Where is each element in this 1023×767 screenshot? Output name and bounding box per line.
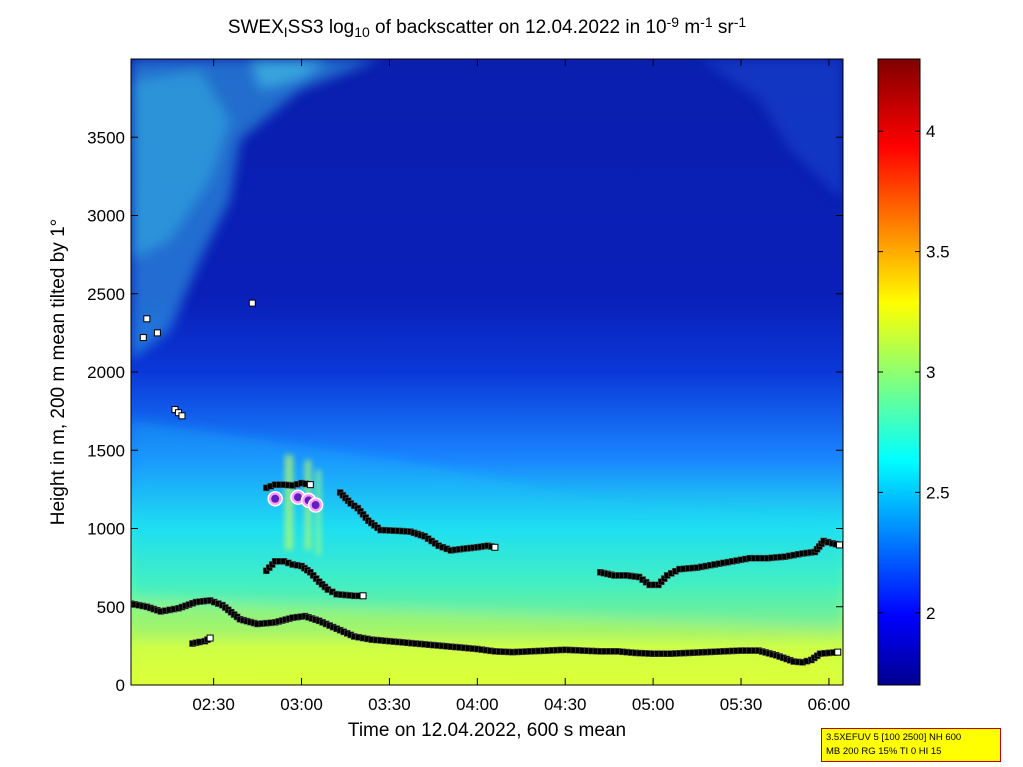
isolated-marker — [153, 329, 161, 337]
colorbar-ramp — [877, 58, 921, 686]
y-tick-label: 1000 — [87, 520, 125, 539]
x-tick-label: 02:30 — [192, 695, 235, 714]
isolated-marker — [143, 315, 151, 323]
title-part-e-sup: -1 — [734, 14, 747, 30]
colorbar: 2 2.5 3 3.5 4 — [877, 58, 950, 686]
layer-end-point — [835, 541, 843, 549]
layer-lower — [131, 597, 842, 666]
isolated-marker — [178, 412, 186, 420]
parameter-line-2: MB 200 RG 15% TI 0 HI 15 — [826, 746, 942, 757]
layer-end-point — [306, 481, 314, 489]
layer-end-point — [491, 543, 499, 551]
title-part-e: sr — [713, 17, 735, 38]
y-axis-label: Height in m, 200 m mean tilted by 1° — [48, 219, 69, 525]
x-tick-label: 03:00 — [280, 695, 323, 714]
x-tick-label: 05:00 — [632, 695, 675, 714]
x-tick-label: 05:30 — [720, 695, 763, 714]
y-axis: 0 500 1000 1500 2000 2500 3000 3500 — [87, 128, 843, 695]
layer-cloud-top — [263, 479, 314, 492]
colorbar-tick-label: 3 — [926, 363, 935, 382]
title-part-a: SWEX — [228, 17, 284, 38]
colorbar-tick-label: 2.5 — [926, 483, 950, 502]
title-part-b-sub: 10 — [354, 24, 370, 40]
y-tick-label: 0 — [116, 676, 125, 695]
parameter-info-box: 3.5XEFUV 5 [100 2500] NH 600 MB 200 RG 1… — [821, 728, 1001, 762]
isolated-marker — [139, 334, 147, 342]
layer-end-point — [206, 634, 214, 642]
layer-right — [597, 537, 843, 589]
y-tick-label: 3000 — [87, 207, 125, 226]
layer-end-point — [359, 592, 367, 600]
cloud-marker-core — [271, 494, 280, 503]
x-tick-label: 03:30 — [368, 695, 411, 714]
layer-end-point — [834, 648, 842, 656]
plot-area — [130, 58, 844, 686]
y-tick-label: 2500 — [87, 285, 125, 304]
y-tick-label: 2000 — [87, 363, 125, 382]
x-axis: 02:30 03:00 03:30 04:00 04:30 05:00 05:30 06:00 — [192, 59, 850, 714]
title-part-d-sup: -1 — [700, 14, 713, 30]
x-axis-label: Time on 12.04.2022, 600 s mean — [348, 720, 626, 741]
colorbar-tick-label: 4 — [926, 122, 935, 141]
x-tick-label: 04:30 — [544, 695, 587, 714]
isolated-markers — [139, 299, 256, 420]
layer-detections — [131, 299, 843, 666]
cloud-marker-core — [294, 493, 303, 502]
title-part-c: of backscatter on 12.04.2022 in 10 — [370, 17, 667, 38]
parameter-line-1: 3.5XEFUV 5 [100 2500] NH 600 — [826, 732, 962, 743]
y-tick-label: 3500 — [87, 128, 125, 147]
cloud-markers — [267, 489, 324, 513]
title-part-d: m — [679, 17, 700, 38]
layer-upper — [336, 489, 499, 554]
layer-middle — [263, 558, 367, 600]
cloud-marker-core — [311, 501, 320, 510]
colorbar-ticks: 2 2.5 3 3.5 4 — [878, 122, 950, 623]
colorbar-tick-label: 3.5 — [926, 243, 950, 262]
title-part-a-sub: I — [284, 24, 288, 40]
y-tick-label: 500 — [97, 598, 125, 617]
x-tick-label: 06:00 — [808, 695, 851, 714]
layer-low-fragment — [189, 634, 214, 647]
title-part-c-sup: -9 — [667, 14, 680, 30]
title-part-b: SS3 log — [288, 17, 355, 38]
chart-title: SWEXISS3 log10 of backscatter on 12.04.2… — [228, 14, 747, 40]
x-tick-label: 04:00 — [456, 695, 499, 714]
y-tick-label: 1500 — [87, 441, 125, 460]
colorbar-tick-label: 2 — [926, 604, 935, 623]
isolated-marker — [248, 299, 256, 307]
